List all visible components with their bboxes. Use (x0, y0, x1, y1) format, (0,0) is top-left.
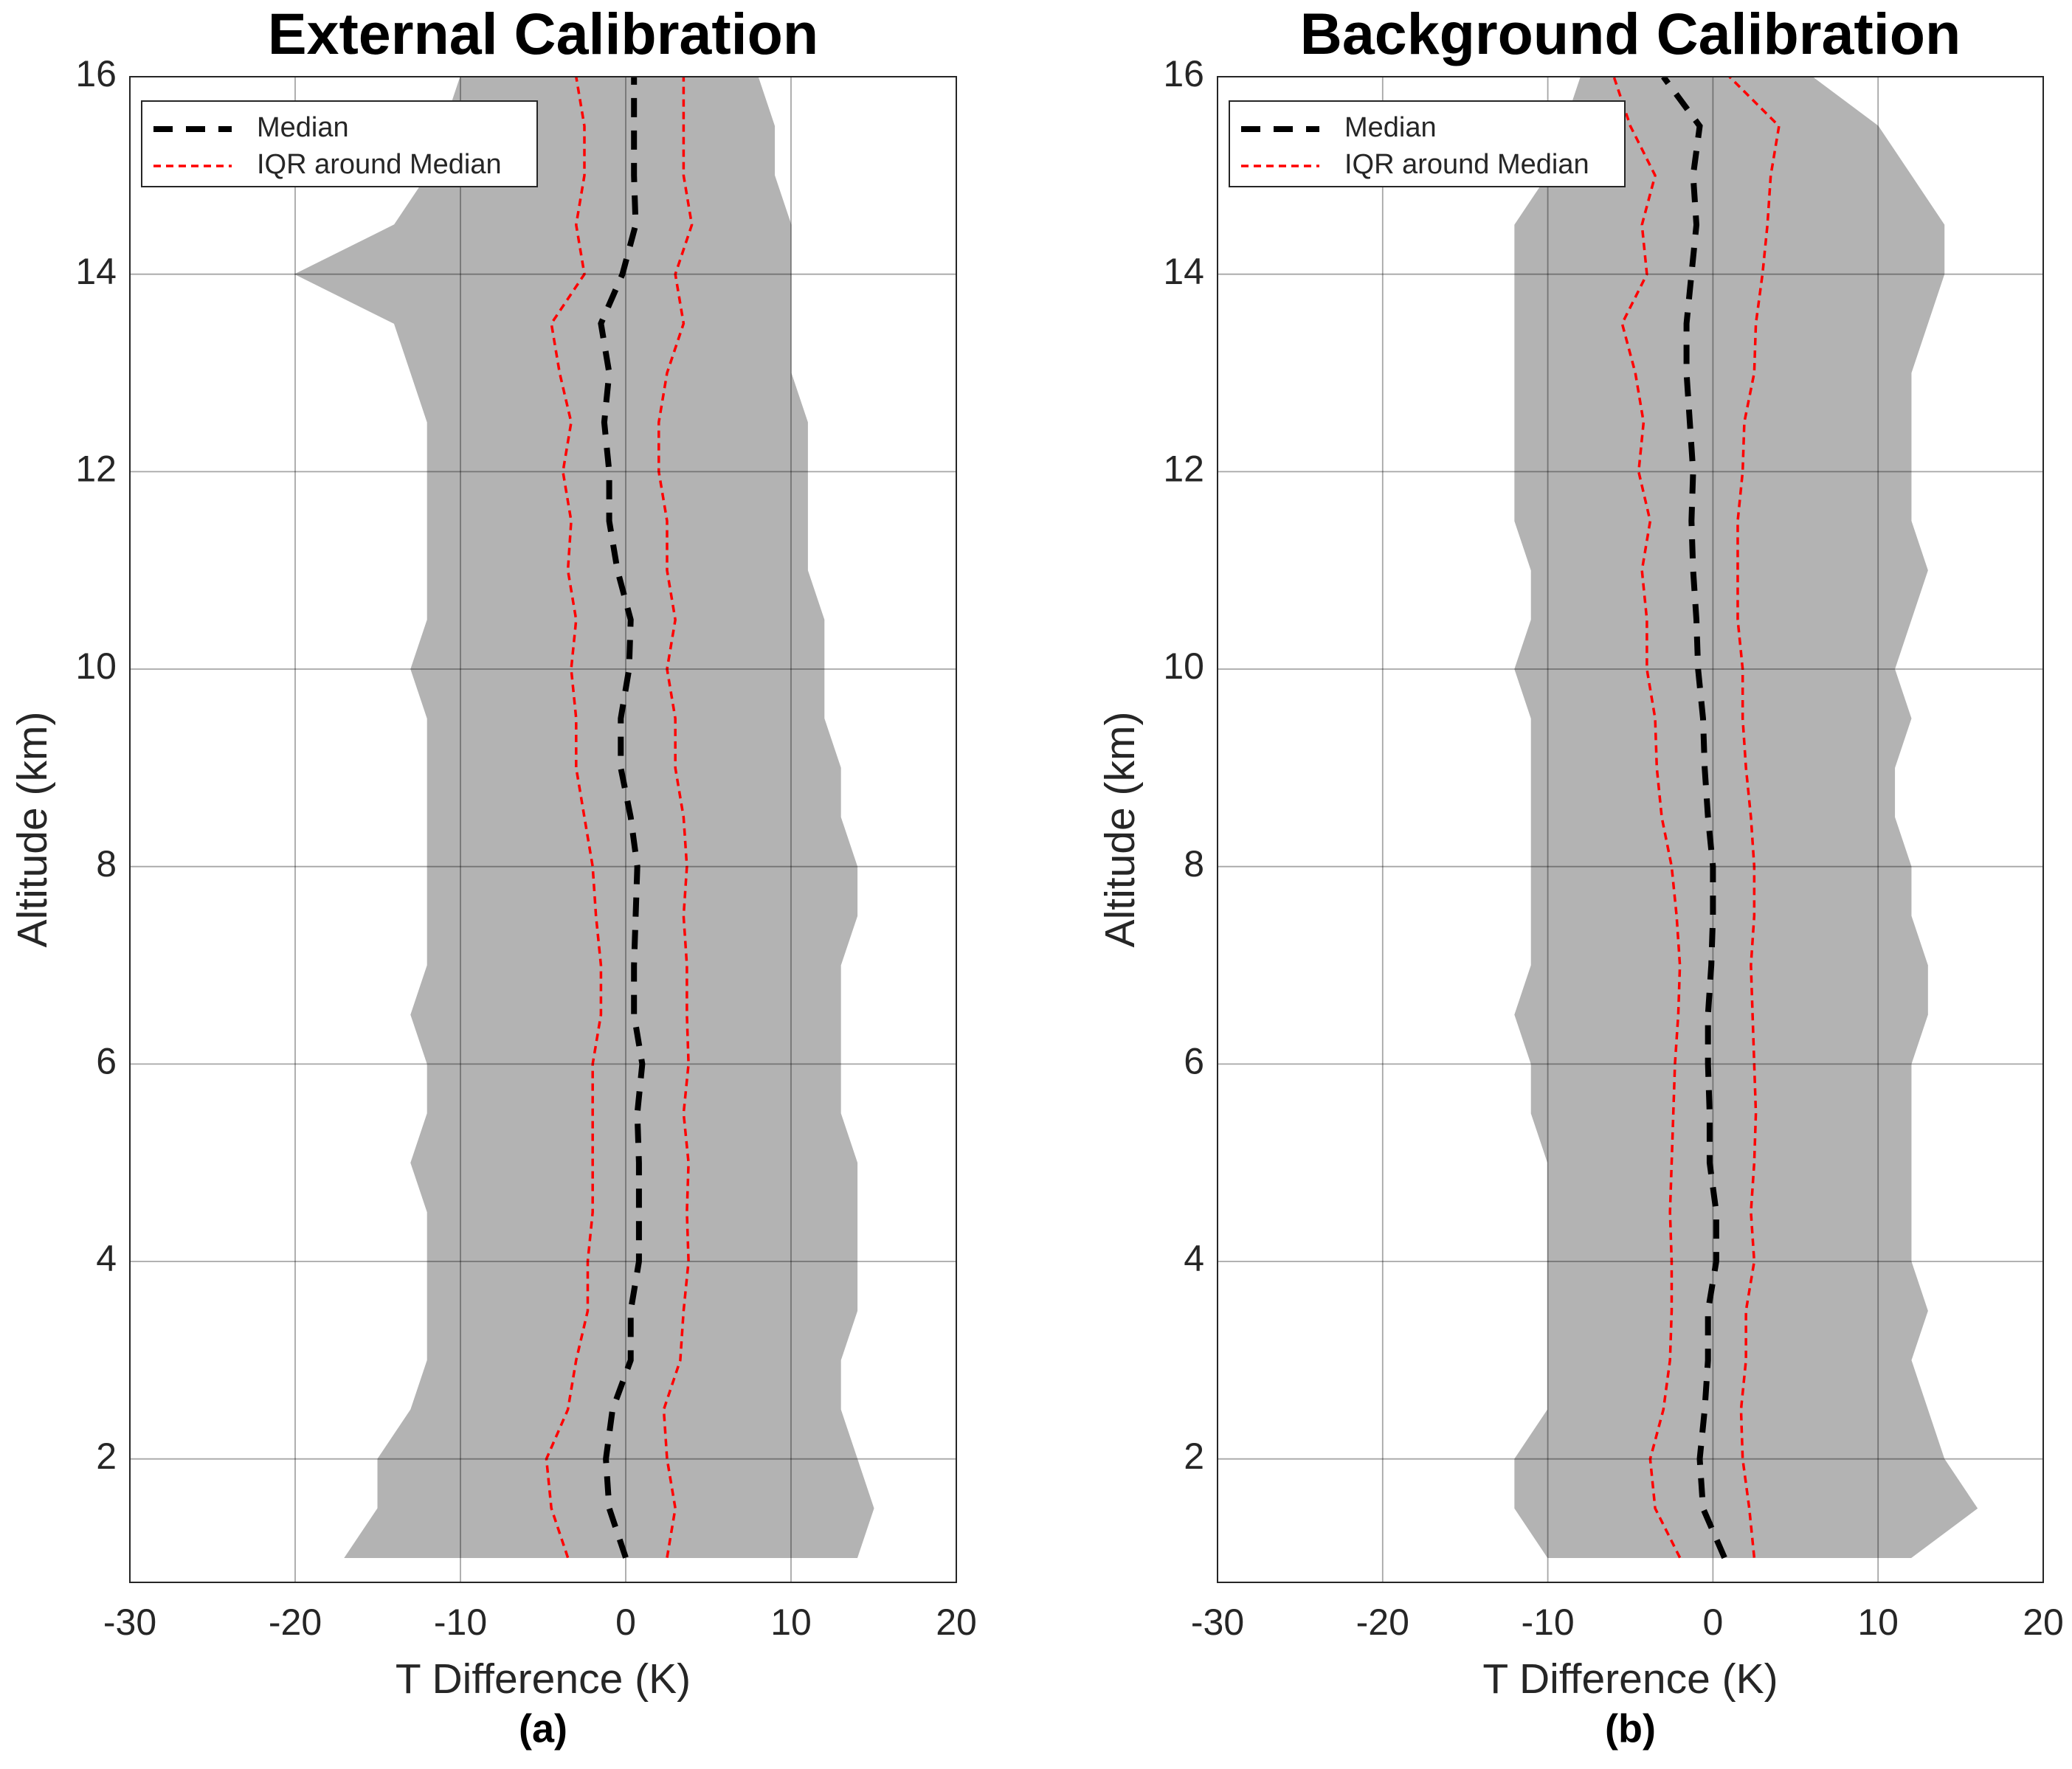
x-tick-label: -20 (1356, 1602, 1409, 1643)
plot-area (1514, 77, 1978, 1559)
x-tick-label: -10 (1521, 1602, 1574, 1643)
legend-box (141, 100, 538, 187)
profile-spread (294, 77, 874, 1559)
series-line (1612, 77, 1682, 1559)
legend-label: IQR around Median (257, 149, 502, 180)
x-axis-label: T Difference (K) (1482, 1655, 1778, 1703)
x-tick-label: 20 (2023, 1602, 2064, 1643)
legend-label: IQR around Median (1344, 149, 1589, 180)
y-tick-label: 6 (96, 1041, 117, 1082)
series-line (657, 77, 694, 1558)
x-tick-label: -20 (269, 1602, 322, 1643)
x-tick-label: 10 (770, 1602, 812, 1643)
x-tick-label: -30 (1191, 1602, 1244, 1643)
x-tick-label: 0 (1702, 1602, 1723, 1643)
legend-label: Median (257, 112, 349, 143)
x-axis-label: T Difference (K) (396, 1655, 691, 1703)
y-tick-label: 16 (1163, 53, 1204, 94)
panel-caption: (b) (1605, 1706, 1656, 1751)
series-line (1661, 77, 1727, 1559)
y-tick-label: 10 (75, 645, 117, 687)
legend-label: Median (1344, 112, 1437, 143)
y-tick-label: 12 (1163, 449, 1204, 490)
y-axis-label: Altitude (km) (9, 712, 56, 948)
chart-title: Background Calibration (1300, 1, 1961, 66)
axes-box (1217, 76, 2044, 1583)
y-tick-label: 14 (75, 251, 117, 292)
x-tick-label: 0 (615, 1602, 636, 1643)
y-tick-label: 4 (96, 1238, 117, 1279)
y-tick-label: 14 (1163, 251, 1204, 292)
y-tick-label: 6 (1184, 1041, 1204, 1082)
y-tick-label: 12 (75, 449, 117, 490)
plot-area (294, 77, 874, 1559)
legend-box (1229, 100, 1626, 187)
panel-caption: (a) (519, 1706, 567, 1751)
chart-title: External Calibration (268, 1, 818, 66)
series-line (1728, 77, 1781, 1558)
y-tick-label: 10 (1163, 645, 1204, 687)
x-tick-label: 20 (936, 1602, 977, 1643)
y-tick-label: 2 (1184, 1436, 1204, 1477)
y-tick-label: 8 (96, 843, 117, 884)
axes-box (129, 76, 957, 1583)
y-tick-label: 8 (1184, 843, 1204, 884)
y-axis-label: Altitude (km) (1097, 712, 1144, 948)
x-tick-label: 10 (1857, 1602, 1899, 1643)
y-tick-label: 4 (1184, 1238, 1204, 1279)
y-tick-label: 2 (96, 1436, 117, 1477)
y-tick-label: 16 (75, 53, 117, 94)
x-tick-label: -30 (103, 1602, 156, 1643)
series-line (598, 77, 646, 1559)
profile-spread (1514, 77, 1978, 1559)
x-tick-label: -10 (434, 1602, 487, 1643)
series-line (545, 77, 603, 1559)
